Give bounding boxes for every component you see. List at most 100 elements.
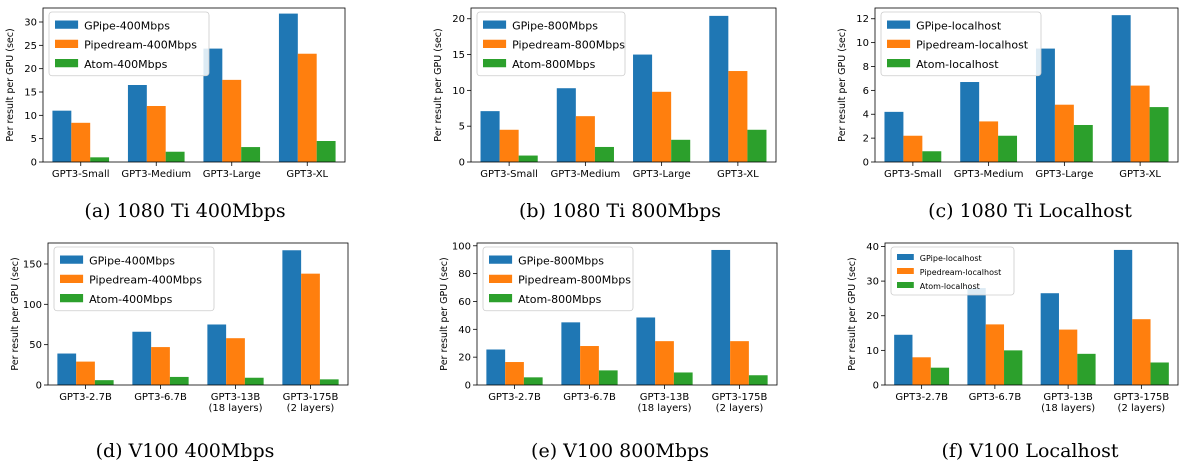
- bar-Atom-800Mbps-1: [598, 370, 618, 385]
- x-tick-label: (18 layers): [1041, 403, 1095, 414]
- x-tick-label: GPT3-6.7B: [969, 392, 1022, 403]
- y-tick-label: 20: [24, 64, 37, 75]
- legend-entry: Atom-localhost: [920, 282, 980, 291]
- bar-GPipe-localhost-3: [1113, 249, 1133, 385]
- x-tick-label: GPT3-6.7B: [134, 392, 187, 403]
- bar-Atom-400Mbps-1: [165, 151, 185, 162]
- plot-frame: [42, 7, 346, 163]
- x-tick-label: (2 layers): [1118, 403, 1166, 414]
- y-tick-label: 50: [29, 340, 42, 351]
- bar-Pipedream-800Mbps-3: [728, 71, 748, 162]
- plot-frame: [884, 242, 1179, 386]
- y-tick-label: 0: [873, 381, 879, 392]
- bar-GPipe-localhost-3: [1111, 15, 1131, 162]
- legend-swatch: [887, 59, 911, 68]
- legend-swatch: [897, 268, 914, 274]
- x-tick-label: (2 layers): [287, 403, 335, 414]
- legend-swatch: [483, 39, 507, 48]
- legend: [482, 246, 634, 312]
- bar-Atom-800Mbps-2: [673, 372, 693, 385]
- legend-entry: Atom-800Mbps: [512, 58, 596, 71]
- bar-Pipedream-800Mbps-0: [505, 362, 524, 385]
- bar-Atom-400Mbps-3: [316, 141, 336, 162]
- bar-GPipe-localhost-0: [884, 111, 904, 162]
- legend: [476, 11, 626, 77]
- legend-entry: Atom-800Mbps: [518, 293, 602, 306]
- x-tick-label: GPT3-Small: [480, 169, 538, 180]
- x-tick-label: GPT3-13B: [1043, 392, 1093, 403]
- bar-GPipe-400Mbps-2: [207, 324, 227, 385]
- legend: [53, 246, 215, 312]
- y-tick-label: 10: [866, 346, 879, 357]
- y-tick-label: 100: [452, 241, 471, 252]
- legend-entry: Pipedream-localhost: [920, 268, 1001, 277]
- bar-GPipe-800Mbps-1: [556, 88, 576, 162]
- legend-entry: Pipedream-localhost: [916, 39, 1029, 52]
- bar-Pipedream-localhost-0: [912, 357, 931, 385]
- bar-GPipe-localhost-1: [960, 82, 980, 162]
- y-tick-label: 30: [24, 18, 37, 29]
- y-tick-label: 20: [452, 14, 465, 25]
- y-axis-label: Per result per GPU (sec): [10, 257, 21, 370]
- bar-GPipe-400Mbps-2: [203, 48, 223, 162]
- legend-swatch: [55, 20, 79, 29]
- legend-swatch: [60, 294, 84, 303]
- y-tick-label: 25: [24, 41, 37, 52]
- legend-entry: GPipe-localhost: [916, 19, 1002, 32]
- y-tick-label: 0: [31, 158, 37, 169]
- x-tick-label: GPT3-Large: [203, 169, 261, 180]
- legend-entry: GPipe-400Mbps: [84, 19, 170, 32]
- chart-panel-1: 0 5 10 15 20 GPT3-Small GPT3-Medium GPT3-Large G…: [433, 7, 777, 222]
- bar-Atom-800Mbps-0: [523, 377, 543, 385]
- bar-Pipedream-400Mbps-0: [76, 361, 95, 385]
- y-axis-label: Per result per GPU (sec): [5, 28, 16, 141]
- x-tick-label: GPT3-Medium: [550, 169, 620, 180]
- x-tick-label: GPT3-XL: [717, 169, 759, 180]
- bar-Pipedream-800Mbps-2: [652, 91, 672, 162]
- bar-Pipedream-400Mbps-0: [71, 122, 91, 162]
- legend-entry: GPipe-localhost: [920, 254, 982, 263]
- y-tick-label: 0: [863, 158, 869, 169]
- legend-swatch: [60, 274, 84, 283]
- x-tick-label: GPT3-XL: [286, 169, 328, 180]
- chart-panel-5: 0 10 20 30 40 GPT3-2.7B GPT3-6.7B GPT3-13B(18 l…: [847, 242, 1179, 462]
- x-tick-label: GPT3-Small: [52, 169, 110, 180]
- bar-Pipedream-400Mbps-1: [151, 347, 170, 385]
- x-tick-label: GPT3-13B: [640, 392, 690, 403]
- bar-Atom-400Mbps-1: [169, 376, 189, 385]
- plot-frame: [874, 7, 1179, 163]
- legend-entry: Atom-localhost: [916, 58, 999, 71]
- legend-entry: GPipe-400Mbps: [89, 254, 175, 267]
- bar-Atom-localhost-2: [1077, 353, 1096, 385]
- legend-swatch: [55, 59, 79, 68]
- chart-panel-4: 0 20 40 60 80 100 GPT3-2.7B GPT3-6.7B GPT3-13B(1…: [439, 241, 778, 462]
- x-tick-label: GPT3-175B: [712, 392, 768, 403]
- y-tick-label: 20: [458, 353, 471, 364]
- legend-entry: Atom-400Mbps: [84, 58, 168, 71]
- bar-Pipedream-localhost-3: [1132, 319, 1151, 385]
- bar-Pipedream-400Mbps-2: [226, 338, 245, 385]
- bar-Pipedream-400Mbps-2: [222, 79, 242, 162]
- bar-Atom-400Mbps-3: [319, 379, 339, 385]
- bar-Pipedream-800Mbps-1: [580, 346, 599, 385]
- bar-GPipe-400Mbps-3: [282, 250, 302, 385]
- y-axis-label: Per result per GPU (sec): [439, 257, 450, 370]
- y-tick-label: 100: [23, 300, 42, 311]
- chart-panel-3: 0 50 100 150 GPT3-2.7B GPT3-6.7B GPT3-13B(18 l…: [10, 242, 349, 462]
- x-tick-label: GPT3-175B: [283, 392, 339, 403]
- figure-caption: (f) V100 Localhost: [941, 440, 1118, 462]
- legend: [880, 11, 1042, 77]
- bar-Atom-400Mbps-2: [244, 377, 264, 385]
- bar-Pipedream-800Mbps-2: [655, 341, 674, 385]
- bar-Pipedream-localhost-0: [903, 135, 923, 162]
- legend-swatch: [887, 39, 911, 48]
- bar-GPipe-800Mbps-0: [480, 111, 500, 162]
- y-tick-label: 15: [24, 88, 37, 99]
- y-axis-label: Per result per GPU (sec): [837, 28, 848, 141]
- y-tick-label: 0: [36, 381, 42, 392]
- y-tick-label: 150: [23, 259, 42, 270]
- bar-Atom-800Mbps-1: [594, 146, 614, 162]
- bar-GPipe-localhost-0: [894, 334, 913, 385]
- legend-swatch: [897, 254, 914, 260]
- y-tick-label: 20: [866, 311, 879, 322]
